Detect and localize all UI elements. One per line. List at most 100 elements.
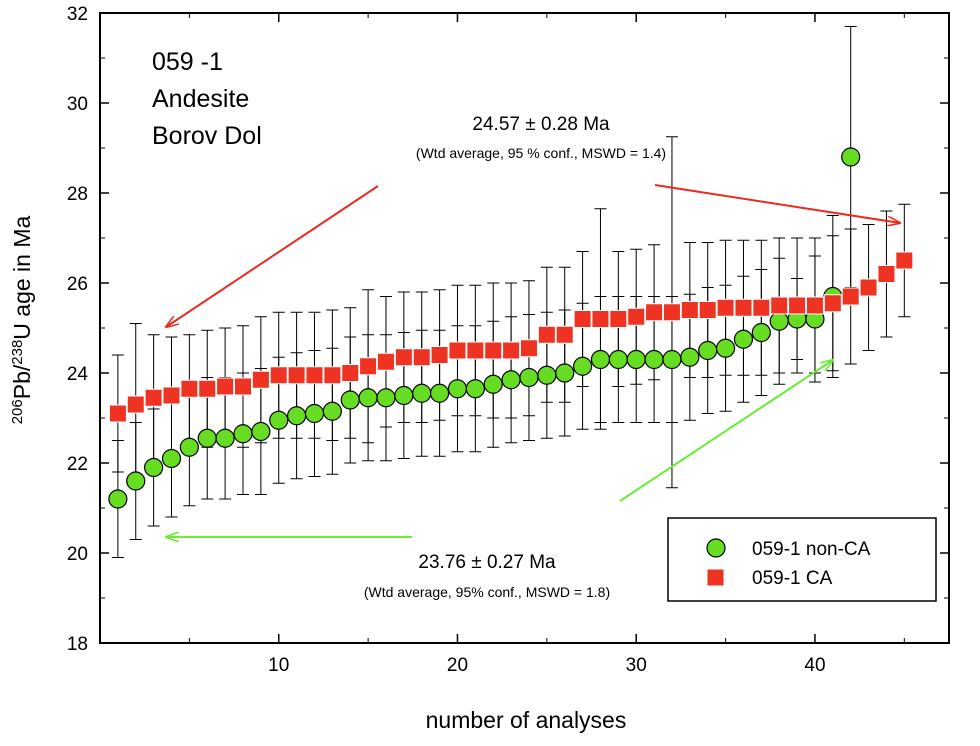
data-point-ca (805, 296, 824, 315)
legend-marker-nonca (706, 538, 726, 558)
data-point-nonca (358, 388, 378, 408)
sample-id: 059 -1 (152, 48, 223, 76)
data-point-nonca (680, 347, 700, 367)
data-point-nonca (572, 356, 593, 376)
data-point-nonca (179, 437, 199, 457)
y-label-pb: Pb/ (9, 364, 35, 399)
data-point-nonca (590, 349, 611, 370)
x-tick-label: 40 (804, 655, 825, 676)
data-point-nonca (412, 383, 432, 403)
locality: Borov Dol (152, 122, 262, 150)
x-tick-label: 20 (447, 655, 468, 676)
data-point-ca (394, 348, 413, 367)
data-point-ca (269, 366, 288, 385)
ca-age-annotation: 24.57 ± 0.28 Ma (472, 114, 610, 135)
data-point-ca (537, 325, 556, 344)
y-tick-label: 20 (67, 544, 88, 565)
data-point-nonca (287, 406, 307, 426)
y-axis-label: 206Pb/238U age in Ma (9, 215, 36, 424)
data-point-nonca (519, 367, 539, 388)
y-label-sup-238: 238 (9, 340, 26, 365)
data-point-ca (180, 379, 199, 398)
data-point-ca (287, 366, 306, 385)
y-label-rest: U age in Ma (9, 215, 35, 339)
data-point-nonca (555, 363, 575, 383)
y-tick-label: 26 (67, 274, 88, 295)
data-point-ca (430, 346, 449, 364)
data-point-ca (484, 341, 503, 360)
legend-label-nonca: 059-1 non-CA (752, 539, 871, 560)
data-point-nonca (483, 374, 503, 394)
data-point-nonca (430, 383, 450, 403)
data-point-nonca (698, 340, 718, 361)
legend-marker-ca (706, 568, 725, 587)
legend-box (667, 517, 937, 602)
data-point-nonca (465, 379, 485, 399)
data-point-nonca (215, 428, 235, 448)
data-point-nonca (501, 370, 521, 390)
data-point-ca (216, 377, 235, 396)
rock-type: Andesite (152, 85, 249, 113)
y-tick-label: 32 (67, 4, 88, 25)
data-point-ca (198, 379, 217, 398)
data-point-ca (788, 296, 807, 315)
data-point-ca (680, 301, 699, 319)
data-point-ca (233, 377, 252, 396)
y-tick-label: 18 (67, 634, 88, 655)
data-point-nonca (144, 457, 164, 478)
data-point-nonca (376, 388, 396, 408)
x-tick-label: 10 (268, 655, 289, 676)
arrow-layer (166, 184, 900, 537)
data-point-ca (752, 298, 771, 317)
data-point-nonca (269, 410, 289, 430)
data-point-ca (823, 294, 842, 313)
data-point-nonca (769, 311, 789, 331)
data-point-ca (126, 395, 145, 414)
data-point-nonca (608, 349, 628, 370)
data-point-ca (645, 303, 664, 322)
y-tick-label: 22 (67, 454, 88, 475)
data-point-ca (305, 366, 324, 385)
data-point-nonca (715, 338, 736, 358)
data-point-ca (859, 278, 878, 297)
data-point-nonca (233, 424, 253, 444)
data-point-ca (359, 357, 378, 376)
data-point-ca (698, 301, 717, 319)
x-axis-label: number of analyses (426, 707, 627, 733)
data-point-ca (144, 388, 163, 407)
data-point-ca (448, 341, 467, 360)
nonca-age-annotation: 23.76 ± 0.27 Ma (418, 552, 556, 573)
data-point-ca (341, 364, 360, 382)
y-tick-label: 24 (67, 364, 89, 385)
data-point-nonca (447, 379, 468, 399)
data-point-nonca (126, 471, 146, 491)
data-point-nonca (304, 403, 325, 424)
y-label-sup-206: 206 (9, 399, 26, 424)
data-point-ca (555, 325, 574, 344)
data-point-nonca (161, 448, 182, 469)
data-point-ca (376, 352, 395, 371)
data-point-ca (841, 287, 860, 306)
data-point-ca (323, 366, 342, 385)
data-point-ca (662, 303, 681, 322)
data-point-ca (609, 310, 628, 328)
legend-label-ca: 059-1 CA (752, 568, 833, 589)
data-point-nonca (394, 385, 414, 406)
data-point-ca (251, 370, 270, 389)
data-point-ca (519, 339, 538, 358)
x-tick-label: 30 (626, 655, 647, 676)
data-point-nonca (251, 421, 271, 442)
data-point-ca (895, 251, 914, 270)
data-point-ca (591, 310, 610, 328)
data-point-ca (716, 298, 735, 317)
data-point-ca (734, 298, 753, 317)
data-point-nonca (733, 329, 754, 349)
data-point-nonca (197, 428, 217, 448)
data-point-ca (162, 386, 181, 405)
data-point-ca (770, 296, 789, 315)
data-point-nonca (108, 489, 128, 509)
data-point-nonca (537, 365, 557, 385)
data-point-ca (502, 341, 521, 360)
marker-layer (108, 147, 914, 509)
